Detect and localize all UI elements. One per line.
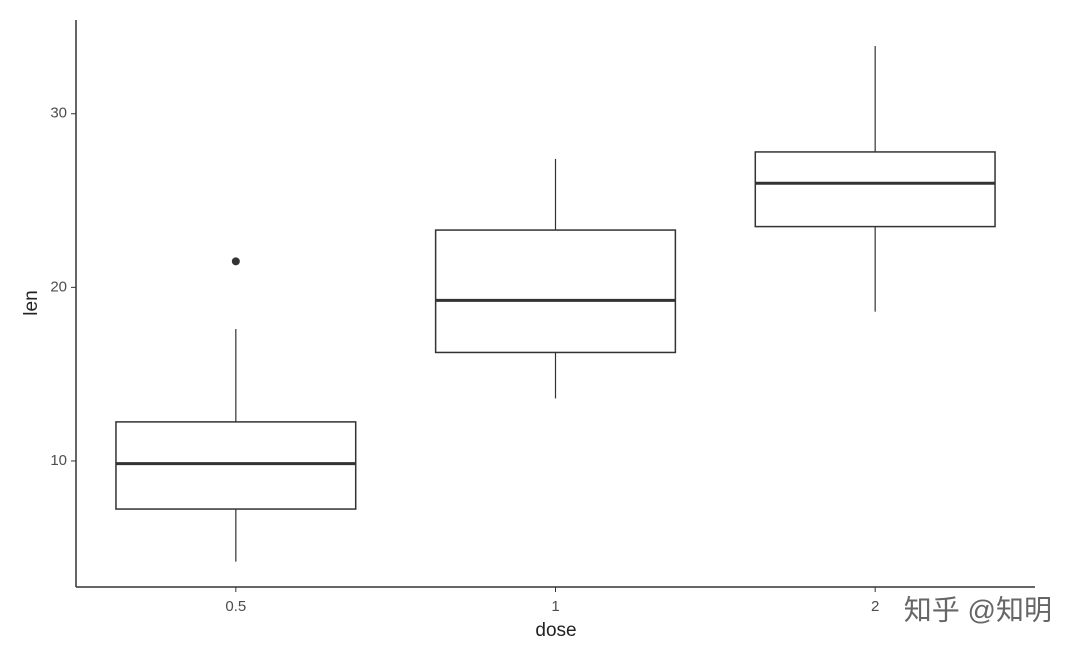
outlier	[231, 257, 240, 266]
x-tick-label: 0.5	[225, 598, 246, 615]
x-tick-label: 1	[551, 598, 559, 615]
box	[434, 229, 677, 354]
x-axis-title: dose	[535, 620, 576, 641]
y-tick-label: 10	[50, 452, 67, 469]
watermark: 知乎 @知明	[904, 594, 1052, 625]
x-tick-label: 2	[871, 598, 879, 615]
box	[115, 421, 357, 510]
y-axis-title: len	[21, 290, 42, 315]
box	[754, 151, 996, 228]
y-tick-label: 30	[50, 105, 67, 122]
y-tick-label: 20	[50, 278, 67, 295]
